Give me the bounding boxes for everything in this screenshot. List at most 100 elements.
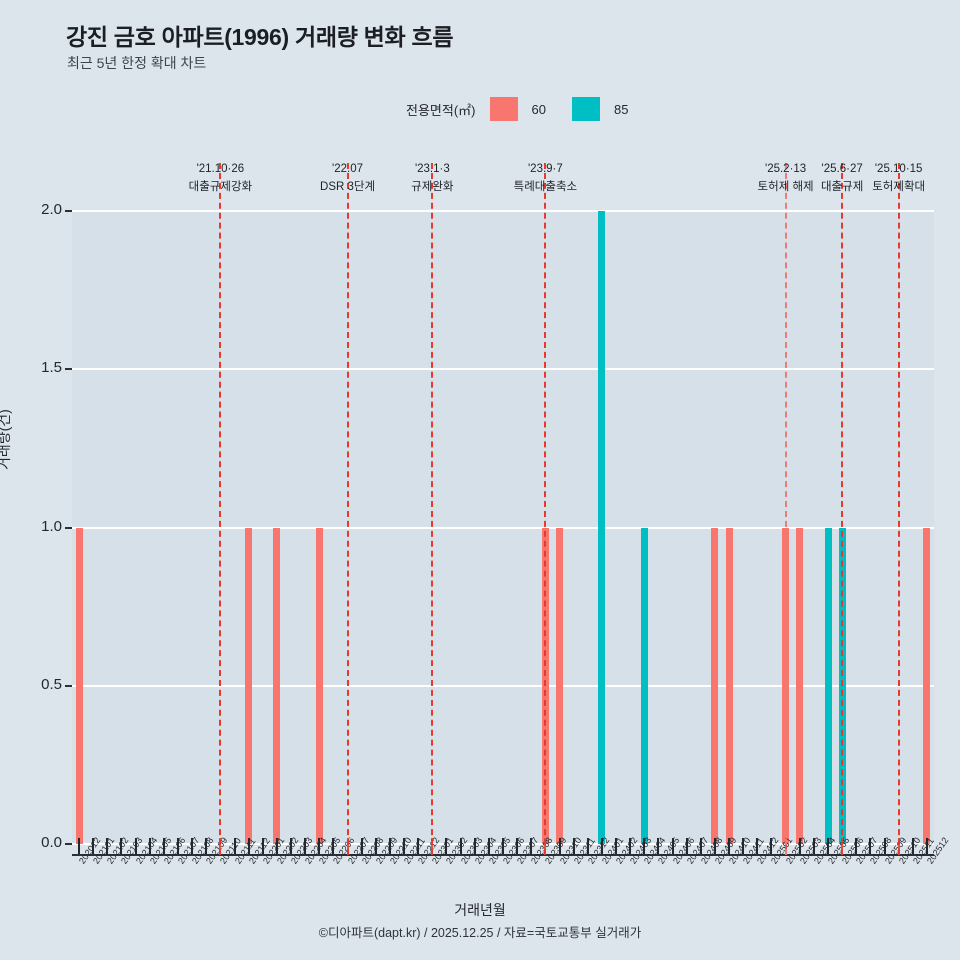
bar	[923, 527, 931, 844]
x-axis-title: 거래년월	[454, 902, 506, 918]
gridline	[72, 368, 934, 371]
legend-label-85: 85	[613, 101, 629, 117]
annotation-line	[431, 163, 434, 855]
x-tick-mark	[261, 838, 264, 854]
bar	[796, 527, 804, 844]
y-tick-label: 2.0	[41, 201, 62, 218]
x-tick-mark	[148, 838, 151, 854]
x-tick-mark	[869, 838, 872, 854]
x-tick-mark	[417, 838, 420, 854]
x-tick-mark	[798, 838, 801, 854]
gridline	[72, 210, 934, 212]
plot-area	[72, 210, 934, 845]
x-tick-mark	[911, 838, 914, 854]
annotation-text: 특례대출축소	[513, 180, 578, 193]
page-title: 강진 금호 아파트(1996) 거래량 변화 흐름	[66, 24, 454, 50]
x-tick-mark	[290, 838, 293, 854]
annotation-line	[897, 163, 900, 855]
annotation-label: '25.6·27 대출규제	[782, 161, 902, 197]
y-tick-label: 1.5	[41, 359, 62, 377]
bar	[75, 527, 83, 844]
bar	[711, 527, 719, 844]
y-tick-label: 1.0	[41, 517, 62, 535]
x-tick-mark	[685, 838, 688, 854]
y-tick-mark	[65, 684, 72, 687]
x-tick-mark	[516, 838, 519, 854]
x-tick-mark	[600, 838, 603, 854]
annotation-label: '21.10·26 대출규제강화	[160, 161, 280, 197]
annotation-text: 대출규제강화	[188, 180, 253, 193]
x-tick-mark	[883, 838, 886, 854]
legend-label-60: 60	[531, 101, 546, 117]
x-tick-mark	[572, 838, 575, 854]
bar	[273, 527, 281, 844]
x-tick-mark	[925, 838, 928, 854]
bar	[556, 527, 564, 844]
x-tick-mark	[770, 838, 773, 854]
x-tick-mark	[558, 838, 561, 854]
annotation-line	[544, 163, 547, 855]
x-tick-mark	[459, 838, 462, 854]
x-tick-mark	[247, 838, 250, 854]
x-tick-mark	[855, 838, 858, 854]
x-tick-mark	[318, 838, 321, 854]
x-tick-mark	[586, 838, 589, 854]
annotation-date: '21.10·26	[196, 163, 245, 175]
x-tick-mark	[530, 838, 533, 854]
annotation-text: 토허제확대	[872, 180, 926, 193]
x-tick-mark	[332, 838, 335, 854]
x-tick-mark	[106, 838, 109, 854]
legend-title: 전용면적(㎡)	[406, 102, 476, 118]
x-tick-mark	[827, 838, 830, 854]
x-tick-mark	[176, 838, 179, 854]
x-tick-mark	[388, 838, 391, 854]
gridline	[72, 684, 934, 687]
x-tick-mark	[374, 838, 377, 854]
x-tick-mark	[643, 838, 646, 854]
annotation-date: '25.10·15	[874, 163, 923, 175]
y-tick-mark	[65, 843, 72, 845]
annotation-line	[784, 163, 787, 855]
x-tick-mark	[473, 838, 476, 854]
gridline	[72, 526, 934, 529]
bar	[598, 211, 606, 844]
bar	[315, 527, 323, 844]
annotation-label: '23.9·7 특례대출축소	[485, 161, 605, 197]
legend: 전용면적(㎡) 60 85	[406, 97, 628, 121]
x-tick-mark	[275, 838, 278, 854]
annotation-label: '25.10·15 토허제확대	[839, 161, 959, 197]
annotation-line	[219, 163, 222, 855]
annotation-date: '23.1·3	[414, 163, 450, 175]
legend-swatch-60	[489, 97, 518, 121]
annotation-label: '22.07 DSR 3단계	[288, 161, 408, 197]
annotation-text: 대출규제	[820, 180, 864, 193]
x-tick-mark	[615, 838, 618, 854]
y-axis-title: 거래량(건)	[0, 409, 12, 470]
x-tick-mark	[445, 838, 448, 854]
annotation-date: '22.07	[332, 163, 364, 175]
x-tick-mark	[487, 838, 490, 854]
x-tick-mark	[671, 838, 674, 854]
y-tick-label: 0.0	[41, 834, 62, 851]
page-subtitle: 최근 5년 한정 확대 차트	[67, 55, 207, 71]
x-tick-mark	[742, 838, 745, 854]
x-axis-line	[72, 854, 934, 856]
y-tick-mark	[65, 368, 72, 371]
annotation-date: '23.9·7	[527, 163, 563, 175]
x-tick-mark	[233, 838, 236, 854]
legend-swatch-85	[571, 97, 600, 121]
x-tick-mark	[699, 838, 702, 854]
x-tick-mark	[304, 838, 307, 854]
x-tick-mark	[756, 838, 759, 854]
annotation-text: DSR 3단계	[320, 180, 376, 193]
x-tick-mark	[162, 838, 165, 854]
annotation-date: '25.2·13	[765, 163, 807, 175]
y-tick-mark	[65, 210, 72, 212]
annotation-text: 규제완화	[411, 180, 454, 193]
annotation-text: 토허제 해제	[757, 180, 814, 193]
x-tick-mark	[92, 838, 95, 854]
annotation-line	[346, 163, 349, 855]
x-tick-mark	[360, 838, 363, 854]
annotation-label: '23.1·3 규제완화	[372, 161, 492, 197]
y-tick-label: 0.5	[41, 675, 62, 693]
